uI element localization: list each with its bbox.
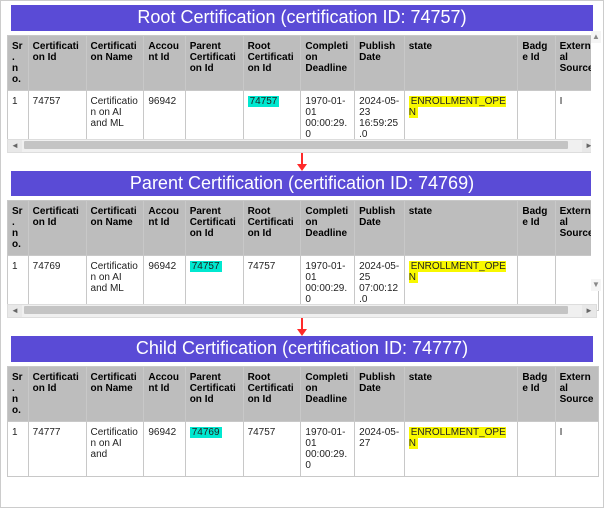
table-wrap-child: Sr. no. Certification Id Certification N…	[7, 366, 597, 462]
col-root: Root Certification Id	[243, 201, 301, 256]
state-highlight: ENROLLMENT_OPEN	[409, 261, 506, 283]
col-sr: Sr. no.	[8, 35, 29, 90]
table-header-row: Sr. no. Certification Id Certification N…	[8, 35, 599, 90]
col-completion: Completion Deadline	[301, 367, 355, 422]
col-acct: Account Id	[144, 201, 185, 256]
col-parent: Parent Certification Id	[185, 367, 243, 422]
table-row: 1 74757 Certification on AI and ML 96942…	[8, 90, 599, 145]
cell-certid: 74757	[28, 90, 86, 145]
col-publish: Publish Date	[355, 35, 405, 90]
cell-parent: 74769	[185, 422, 243, 477]
table-header-row: Sr. no. Certification Id Certification N…	[8, 201, 599, 256]
cell-state: ENROLLMENT_OPEN	[404, 90, 518, 145]
cell-parent: 74757	[185, 256, 243, 311]
col-acct: Account Id	[144, 35, 185, 90]
cell-certname: Certification on AI and ML	[86, 256, 144, 311]
col-badge: Badge Id	[518, 367, 555, 422]
h-scrollbar[interactable]: ◄ ►	[7, 304, 597, 318]
section-title-parent: Parent Certification (certification ID: …	[11, 171, 593, 197]
col-state: state	[404, 201, 518, 256]
cell-certname: Certification on AI and ML	[86, 90, 144, 145]
col-certid: Certification Id	[28, 367, 86, 422]
cell-root: 74757	[243, 256, 301, 311]
col-state: state	[404, 35, 518, 90]
col-certname: Certification Name	[86, 367, 144, 422]
col-publish: Publish Date	[355, 367, 405, 422]
col-completion: Completion Deadline	[301, 201, 355, 256]
cell-sr: 1	[8, 90, 29, 145]
table-root: Sr. no. Certification Id Certification N…	[7, 35, 599, 146]
cell-ext: I	[555, 422, 598, 477]
arrow-down-icon	[1, 318, 603, 336]
col-sr: Sr. no.	[8, 201, 29, 256]
cell-badge	[518, 422, 555, 477]
cell-acct: 96942	[144, 256, 185, 311]
scroll-thumb[interactable]	[24, 306, 568, 314]
col-sr: Sr. no.	[8, 367, 29, 422]
cell-state: ENROLLMENT_OPEN	[404, 256, 518, 311]
cell-acct: 96942	[144, 422, 185, 477]
cell-certname: Certification on AI and	[86, 422, 144, 477]
cell-sr: 1	[8, 256, 29, 311]
table-wrap-root: Sr. no. Certification Id Certification N…	[7, 35, 597, 153]
table-wrap-parent: Sr. no. Certification Id Certification N…	[7, 200, 597, 318]
scroll-left-icon[interactable]: ◄	[8, 140, 22, 152]
table-parent: Sr. no. Certification Id Certification N…	[7, 200, 599, 311]
parent-highlight: 74757	[190, 261, 222, 272]
col-badge: Badge Id	[518, 201, 555, 256]
cell-completion: 1970-01-01 00:00:29.0	[301, 256, 355, 311]
col-badge: Badge Id	[518, 35, 555, 90]
col-acct: Account Id	[144, 367, 185, 422]
parent-highlight: 74769	[190, 427, 222, 438]
col-certid: Certification Id	[28, 35, 86, 90]
col-ext: External Source	[555, 367, 598, 422]
col-certname: Certification Name	[86, 201, 144, 256]
cell-badge	[518, 256, 555, 311]
section-title-root: Root Certification (certification ID: 74…	[11, 5, 593, 31]
state-highlight: ENROLLMENT_OPEN	[409, 96, 506, 118]
col-state: state	[404, 367, 518, 422]
scroll-right-icon[interactable]: ►	[582, 305, 596, 317]
state-highlight: ENROLLMENT_OPEN	[409, 427, 506, 449]
table-row: 1 74769 Certification on AI and ML 96942…	[8, 256, 599, 311]
cell-sr: 1	[8, 422, 29, 477]
cell-root: 74757	[243, 422, 301, 477]
col-certid: Certification Id	[28, 201, 86, 256]
col-certname: Certification Name	[86, 35, 144, 90]
col-publish: Publish Date	[355, 201, 405, 256]
cell-publish: 2024-05-23 16:59:25.0	[355, 90, 405, 145]
scroll-down-icon[interactable]: ▼	[591, 279, 601, 291]
h-scrollbar[interactable]: ◄ ►	[7, 139, 597, 153]
table-row: 1 74777 Certification on AI and 96942 74…	[8, 422, 599, 477]
scroll-up-icon[interactable]: ▲	[591, 31, 601, 43]
cell-parent	[185, 90, 243, 145]
cell-publish: 2024-05-25 07:00:12.0	[355, 256, 405, 311]
cell-completion: 1970-01-01 00:00:29.0	[301, 422, 355, 477]
scroll-thumb[interactable]	[24, 141, 568, 149]
cell-acct: 96942	[144, 90, 185, 145]
cell-certid: 74769	[28, 256, 86, 311]
arrow-down-icon	[1, 153, 603, 171]
root-highlight: 74757	[248, 96, 280, 107]
section-title-child: Child Certification (certification ID: 7…	[11, 336, 593, 362]
page: { "colors": { "title_bg": "#5a4bd6", "ti…	[0, 0, 604, 508]
col-parent: Parent Certification Id	[185, 35, 243, 90]
cell-root: 74757	[243, 90, 301, 145]
cell-badge	[518, 90, 555, 145]
scroll-left-icon[interactable]: ◄	[8, 305, 22, 317]
cell-state: ENROLLMENT_OPEN	[404, 422, 518, 477]
col-parent: Parent Certification Id	[185, 201, 243, 256]
col-completion: Completion Deadline	[301, 35, 355, 90]
v-scrollbar[interactable]: ▲ ▼	[591, 31, 601, 291]
col-root: Root Certification Id	[243, 35, 301, 90]
table-header-row: Sr. no. Certification Id Certification N…	[8, 367, 599, 422]
col-root: Root Certification Id	[243, 367, 301, 422]
cell-completion: 1970-01-01 00:00:29.0	[301, 90, 355, 145]
table-child: Sr. no. Certification Id Certification N…	[7, 366, 599, 477]
cell-certid: 74777	[28, 422, 86, 477]
cell-publish: 2024-05-27	[355, 422, 405, 477]
